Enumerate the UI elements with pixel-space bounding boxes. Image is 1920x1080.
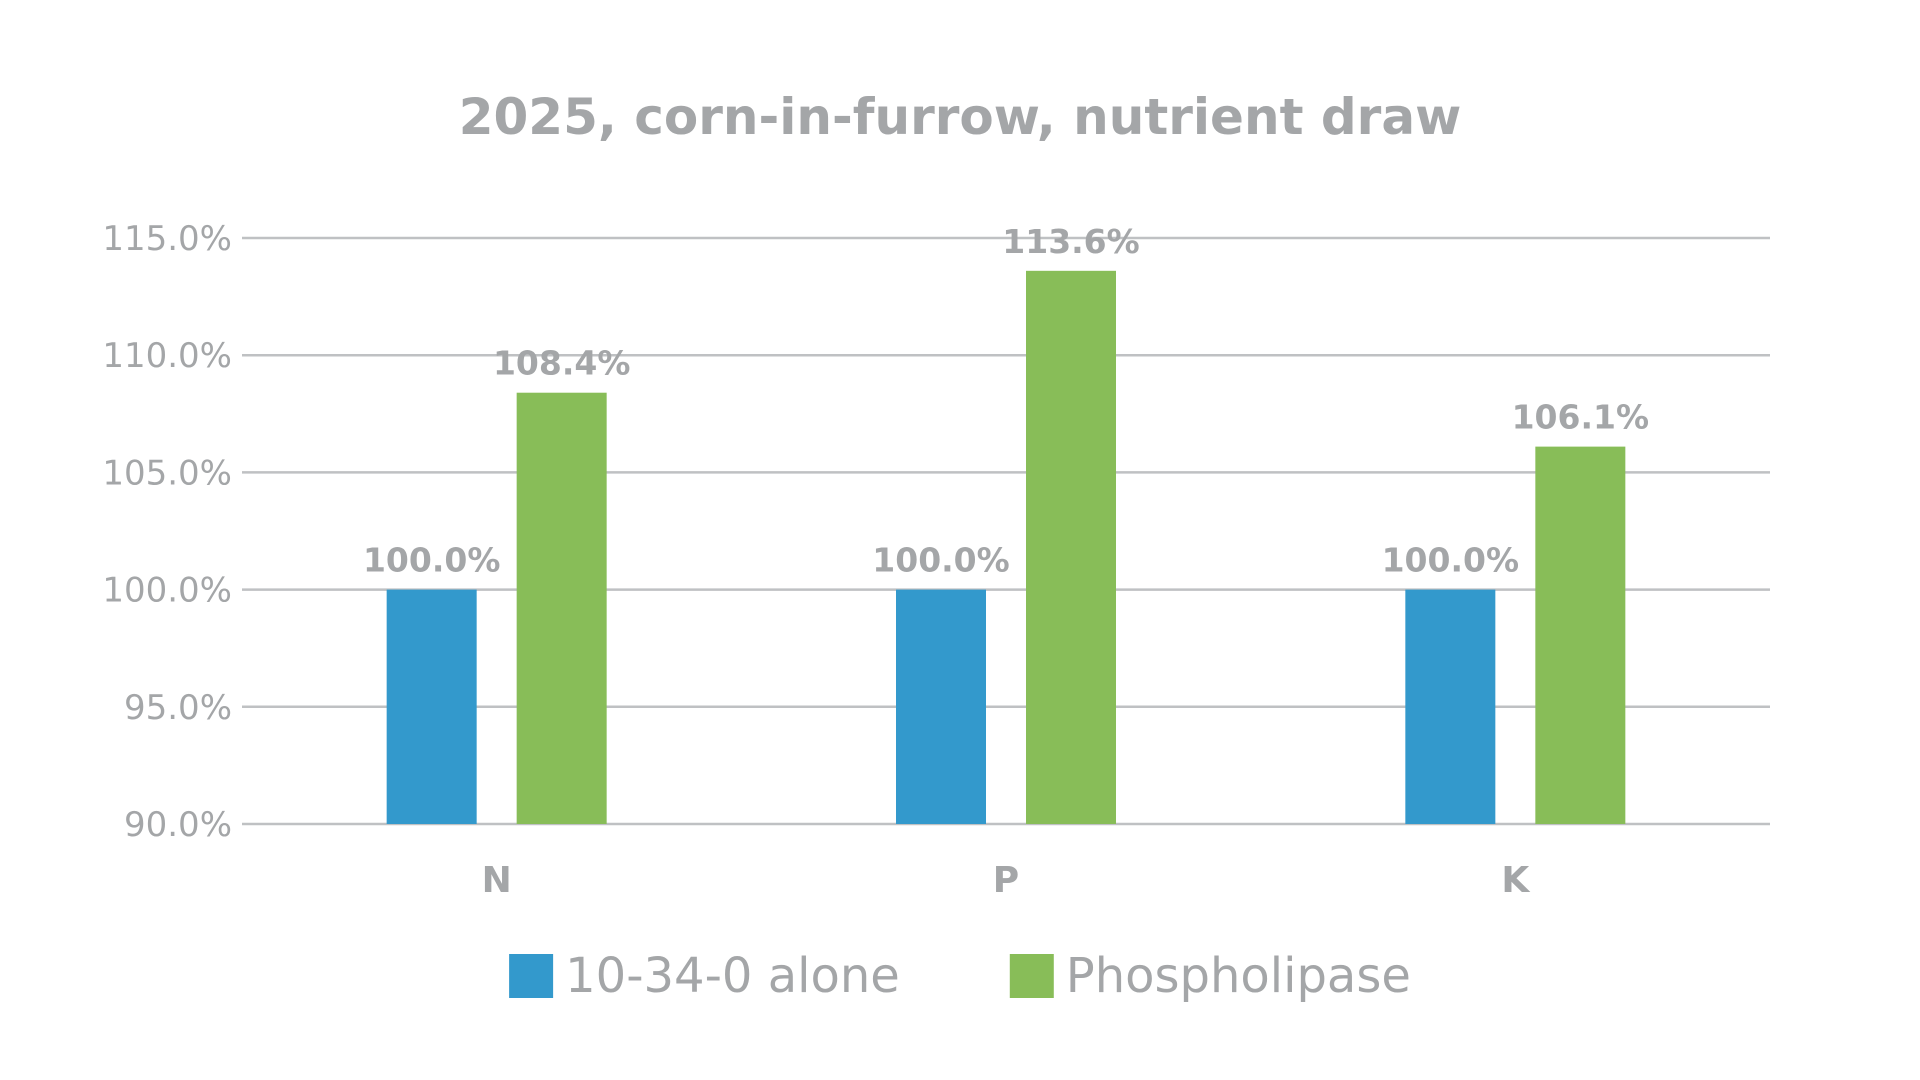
y-tick-label: 100.0%	[102, 571, 232, 611]
y-tick-label: 115.0%	[102, 219, 232, 259]
legend-item: 10-34-0 alone	[509, 948, 900, 1004]
y-tick-label: 110.0%	[102, 336, 232, 376]
legend-swatch	[509, 954, 554, 998]
data-labels: 100.0% 108.4% 100.0% 113.6% 100.0% 106.1%	[363, 222, 1649, 580]
y-axis-ticks: 90.0% 95.0% 100.0% 105.0% 110.0% 115.0%	[102, 219, 232, 845]
legend-swatch	[1009, 954, 1054, 998]
legend-item: Phospholipase	[1009, 948, 1411, 1004]
bar-p-series-1	[1026, 270, 1116, 824]
x-tick-label: K	[1501, 860, 1530, 901]
bar-k-series-0	[1405, 589, 1496, 824]
chart-title: 2025, corn-in-furrow, nutrient draw	[459, 88, 1462, 146]
y-tick-label: 90.0%	[124, 805, 232, 845]
data-label: 100.0%	[872, 541, 1009, 580]
data-label: 100.0%	[363, 541, 500, 580]
bar-n-series-1	[516, 392, 607, 824]
data-label: 106.1%	[1512, 398, 1649, 437]
legend-label: Phospholipase	[1066, 948, 1411, 1004]
bars	[386, 270, 1626, 824]
data-label: 100.0%	[1382, 541, 1519, 580]
legend: 10-34-0 alone Phospholipase	[509, 948, 1411, 1004]
x-tick-label: N	[482, 860, 512, 901]
bar-k-series-1	[1535, 446, 1626, 824]
legend-label: 10-34-0 alone	[565, 948, 900, 1004]
x-tick-label: P	[993, 860, 1019, 901]
data-label: 113.6%	[1002, 222, 1139, 261]
bar-n-series-0	[386, 589, 477, 824]
data-label: 108.4%	[493, 344, 630, 383]
y-tick-label: 105.0%	[102, 453, 232, 493]
gridlines	[242, 236, 1770, 826]
y-tick-label: 95.0%	[124, 688, 232, 728]
bar-p-series-0	[896, 589, 986, 824]
